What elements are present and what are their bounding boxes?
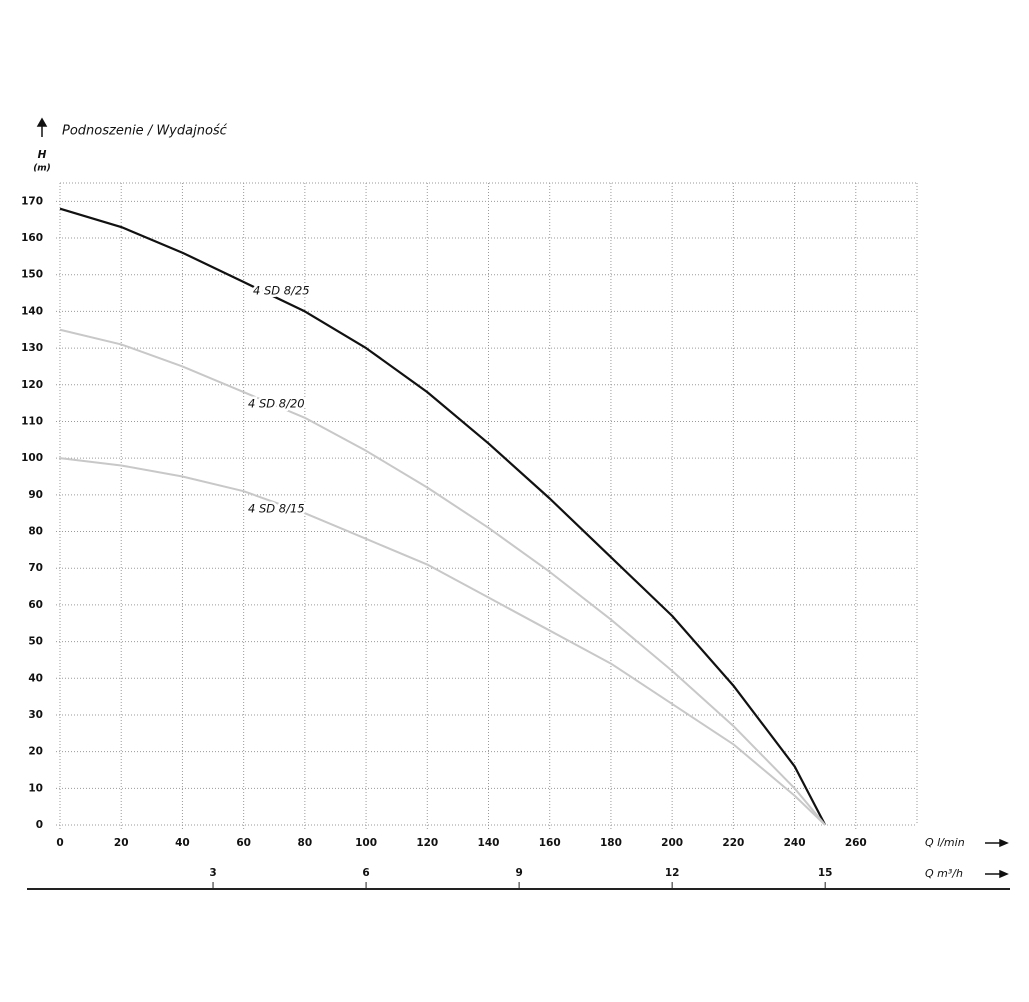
x-tick-label: 0: [56, 837, 63, 849]
x2-tick-label: 6: [362, 867, 369, 879]
y-unit: (m): [33, 164, 51, 174]
x-tick-label: 140: [478, 837, 500, 849]
y-tick-label: 70: [28, 562, 43, 574]
x2-tick-label: 15: [818, 867, 833, 879]
y-tick-label: 130: [21, 342, 43, 354]
chart-title: Podnoszenie / Wydajność: [62, 124, 228, 139]
y-tick-label: 110: [21, 415, 43, 427]
title-arrow: [36, 117, 48, 137]
y-tick-label: 160: [21, 232, 43, 244]
y-tick-label: 40: [28, 672, 43, 684]
x-tick-label: 80: [298, 837, 313, 849]
y-tick-label: 60: [28, 599, 43, 611]
x2-tick-label: 9: [515, 867, 522, 879]
x-tick-label: 40: [175, 837, 190, 849]
series-label: 4 SD 8/25: [253, 284, 310, 298]
y-tick-label: 100: [21, 452, 43, 464]
series-label: 4 SD 8/15: [248, 502, 305, 516]
series-line: [59, 207, 827, 826]
y-tick-label: 30: [28, 709, 43, 721]
x2-tick-label: 3: [209, 867, 216, 879]
y-tick-label: 50: [28, 636, 43, 648]
x-tick-label: 120: [416, 837, 438, 849]
y-tick-label: 90: [28, 489, 43, 501]
x-tick-label: 160: [539, 837, 561, 849]
series-line: [59, 457, 826, 826]
x-tick-label: 260: [845, 837, 867, 849]
x-tick-label: 240: [784, 837, 806, 849]
y-tick-label: 150: [21, 269, 43, 281]
y-tick-label: 80: [28, 526, 43, 538]
y-tick-label: 10: [28, 782, 43, 794]
x-arrows: [985, 838, 1009, 879]
x-tick-label: 60: [236, 837, 251, 849]
x-tick-label: 180: [600, 837, 622, 849]
x-tick-label: 100: [355, 837, 377, 849]
y-tick-label: 140: [21, 305, 43, 317]
series-label: 4 SD 8/20: [248, 397, 305, 411]
x-label: Q l/min: [925, 836, 965, 849]
x2-label: Q m³/h: [925, 867, 963, 880]
series-line: [59, 328, 826, 826]
x-tick-label: 200: [661, 837, 683, 849]
y-tick-label: 120: [21, 379, 43, 391]
y-tick-label: 0: [36, 819, 43, 831]
x-tick-label: 220: [722, 837, 744, 849]
x2-tick-label: 12: [665, 867, 680, 879]
y-label: H: [38, 149, 47, 161]
y-tick-label: 20: [28, 746, 43, 758]
x-tick-label: 20: [114, 837, 129, 849]
y-tick-label: 170: [21, 195, 43, 207]
